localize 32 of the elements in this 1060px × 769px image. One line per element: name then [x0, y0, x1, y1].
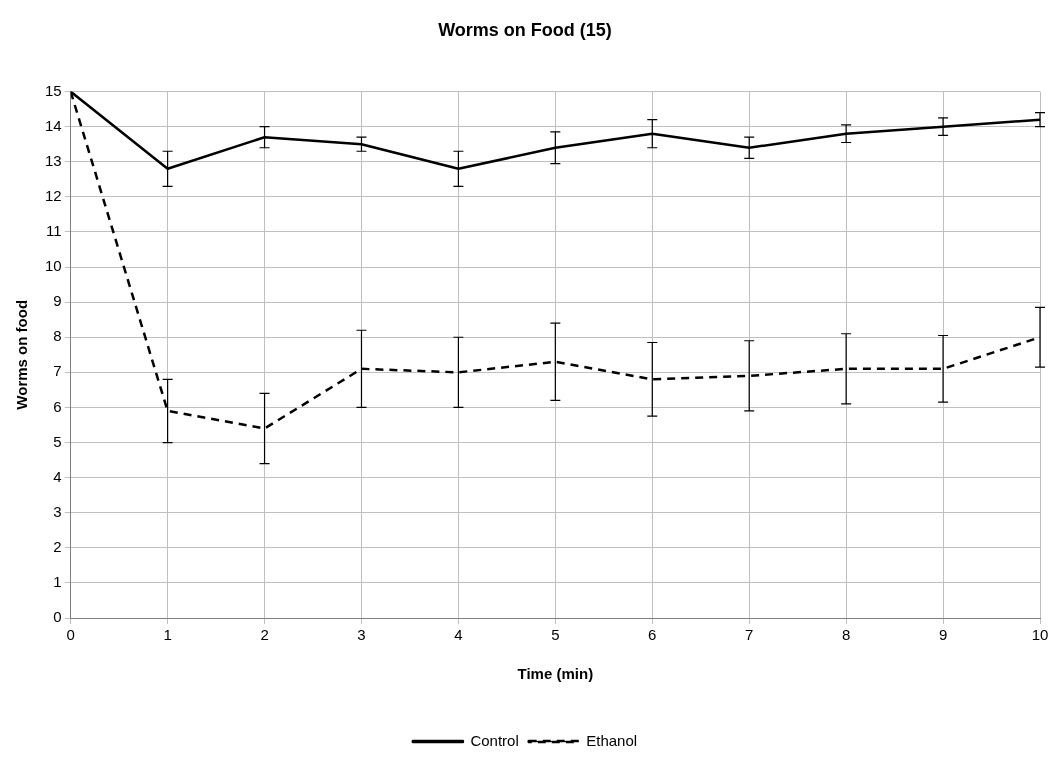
- y-tick-label: 11: [46, 222, 62, 240]
- x-tick-label: 4: [454, 626, 463, 644]
- y-tick-label: 3: [53, 502, 62, 520]
- y-axis-title: Worms on food: [13, 299, 31, 410]
- y-tick-label: 6: [53, 397, 62, 415]
- legend-label: Ethanol: [586, 731, 638, 749]
- x-tick-label: 8: [841, 626, 851, 644]
- x-tick-label: 5: [551, 626, 560, 644]
- y-tick-label: 4: [53, 467, 62, 485]
- chart-title: Worms on Food (15): [438, 19, 612, 40]
- y-tick-label: 8: [53, 327, 62, 345]
- y-tick-label: 1: [53, 573, 62, 591]
- x-tick-label: 0: [66, 626, 75, 644]
- legend-label: Control: [470, 731, 519, 749]
- x-axis-title: Time (min): [517, 665, 594, 683]
- x-tick-label: 1: [163, 626, 172, 644]
- x-tick-label: 2: [260, 626, 269, 644]
- x-tick-label: 3: [357, 626, 366, 644]
- y-tick-label: 5: [53, 432, 62, 450]
- x-tick-label: 10: [1031, 626, 1049, 644]
- y-tick-label: 15: [45, 81, 62, 99]
- x-tick-label: 7: [745, 626, 754, 644]
- y-tick-label: 12: [45, 187, 62, 205]
- y-tick-label: 2: [53, 537, 62, 555]
- y-tick-label: 7: [53, 362, 62, 380]
- y-tick-label: 0: [53, 608, 62, 626]
- y-tick-label: 9: [53, 292, 62, 310]
- y-tick-label: 14: [45, 116, 62, 134]
- y-tick-label: 13: [45, 151, 62, 169]
- x-tick-label: 6: [648, 626, 657, 644]
- y-tick-label: 10: [45, 257, 62, 275]
- x-tick-label: 9: [938, 626, 948, 644]
